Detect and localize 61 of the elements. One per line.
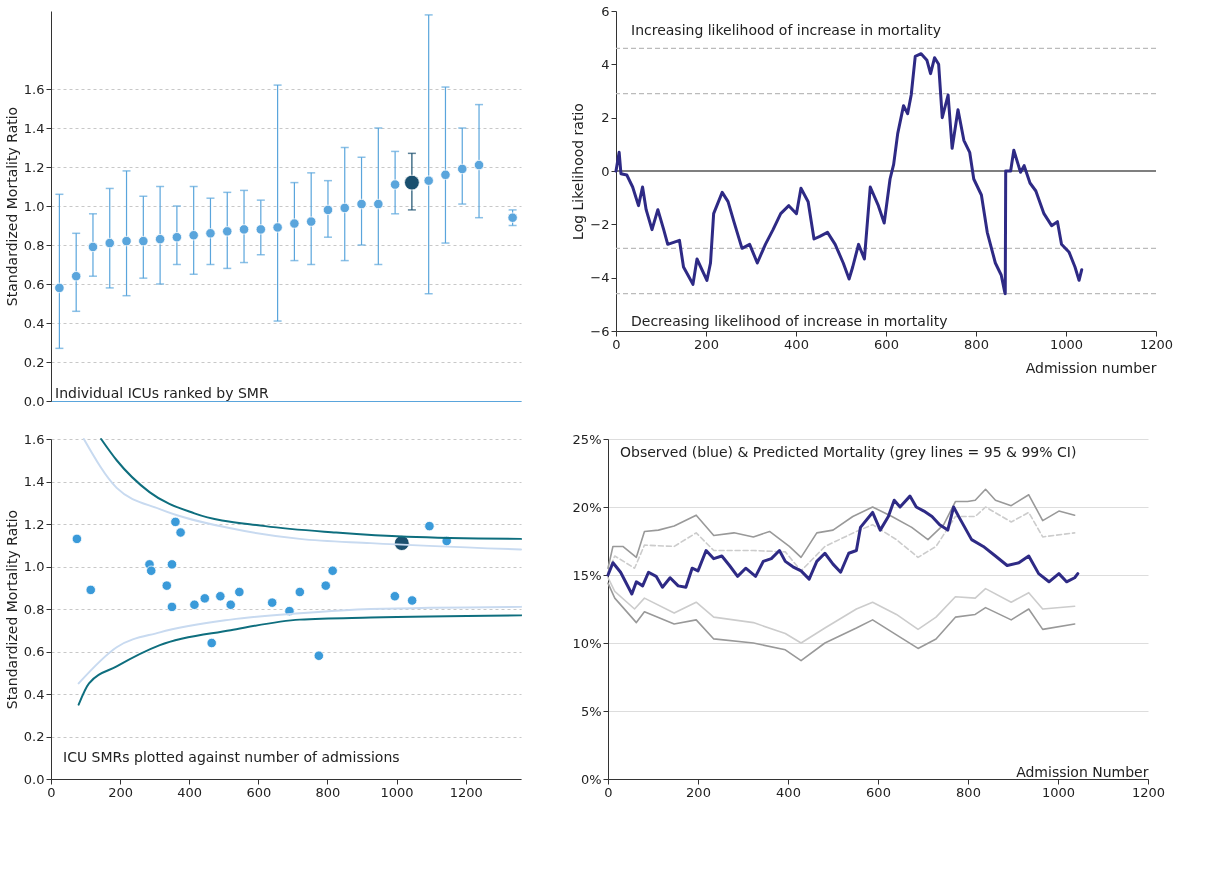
x-tick-label: 400 bbox=[784, 336, 809, 352]
y-tick-label: −2 bbox=[590, 216, 610, 232]
y-axis-title: Standardized Mortality Ratio bbox=[3, 509, 20, 710]
y-tick-label: 0.4 bbox=[23, 315, 45, 331]
y-tick-label: 1.4 bbox=[23, 474, 45, 489]
y-tick-label: 0.6 bbox=[23, 276, 45, 292]
annotation: Individual ICUs ranked by SMR bbox=[55, 385, 269, 401]
y-tick-label: 0.8 bbox=[23, 601, 45, 617]
annotation: Observed (blue) & Predicted Mortality (grey lines = 95 & 99% CI) bbox=[620, 443, 1077, 460]
x-tick-label: 600 bbox=[246, 784, 272, 800]
x-axis-title: Admission Number bbox=[1016, 763, 1149, 780]
y-tick-label: −4 bbox=[590, 270, 610, 286]
y-tick-label: 0.8 bbox=[23, 237, 45, 253]
x-tick-label: 600 bbox=[874, 336, 899, 352]
annotation: ICU SMRs plotted against number of admissions bbox=[63, 749, 400, 766]
y-tick-label: 1.4 bbox=[23, 120, 45, 136]
x-tick-label: 1200 bbox=[449, 784, 483, 800]
x-tick-label: 1000 bbox=[1041, 784, 1076, 800]
x-tick-label: 400 bbox=[177, 784, 203, 800]
x-tick-label: 200 bbox=[694, 336, 719, 352]
x-tick-label: 200 bbox=[686, 784, 711, 800]
x-tick-label: 200 bbox=[108, 784, 134, 800]
y-tick-label: 1.6 bbox=[23, 81, 45, 97]
x-tick-label: 800 bbox=[964, 336, 989, 352]
y-tick-label: −6 bbox=[590, 323, 610, 339]
x-tick-label: 800 bbox=[956, 784, 981, 800]
y-tick-label: 0.2 bbox=[23, 729, 45, 744]
y-tick-label: 25% bbox=[572, 431, 602, 447]
x-tick-label: 600 bbox=[866, 784, 891, 800]
y-tick-label: 1.6 bbox=[23, 431, 45, 447]
y-tick-label: 0.0 bbox=[23, 393, 45, 409]
y-tick-label: 1.0 bbox=[23, 198, 45, 214]
y-tick-label: 0.2 bbox=[23, 354, 45, 370]
annotation: Increasing likelihood of increase in mortality bbox=[631, 22, 942, 39]
y-axis-title: Log Likelihood ratio bbox=[570, 103, 587, 240]
y-axis-title: Standardized Mortality Ratio bbox=[3, 106, 20, 307]
y-tick-label: 0 bbox=[601, 163, 610, 179]
y-tick-label: 4 bbox=[601, 56, 610, 72]
x-tick-label: 1200 bbox=[1131, 784, 1166, 800]
annotation: Decreasing likelihood of increase in mortality bbox=[631, 313, 948, 330]
y-tick-label: 6 bbox=[601, 3, 610, 19]
x-tick-label: 400 bbox=[776, 784, 801, 800]
y-tick-label: 20% bbox=[572, 499, 602, 515]
y-tick-label: 0% bbox=[580, 771, 602, 787]
y-tick-label: 15% bbox=[572, 567, 602, 583]
x-tick-label: 1000 bbox=[1049, 336, 1084, 352]
x-tick-label: 1000 bbox=[380, 784, 414, 800]
x-tick-label: 0 bbox=[47, 784, 56, 800]
y-tick-label: 10% bbox=[572, 635, 602, 651]
x-tick-label: 0 bbox=[612, 336, 621, 352]
y-tick-label: 5% bbox=[580, 703, 602, 719]
x-axis-title: Admission number bbox=[1025, 359, 1157, 376]
y-tick-label: 1.0 bbox=[23, 559, 45, 574]
y-tick-label: 0.6 bbox=[23, 644, 45, 659]
x-tick-label: 1200 bbox=[1139, 336, 1174, 352]
y-tick-label: 0.0 bbox=[23, 771, 45, 787]
y-tick-label: 1.2 bbox=[23, 159, 45, 175]
x-tick-label: 800 bbox=[315, 784, 341, 800]
y-tick-label: 0.4 bbox=[23, 686, 45, 702]
y-tick-label: 1.2 bbox=[23, 516, 45, 532]
y-tick-label: 2 bbox=[601, 110, 610, 126]
